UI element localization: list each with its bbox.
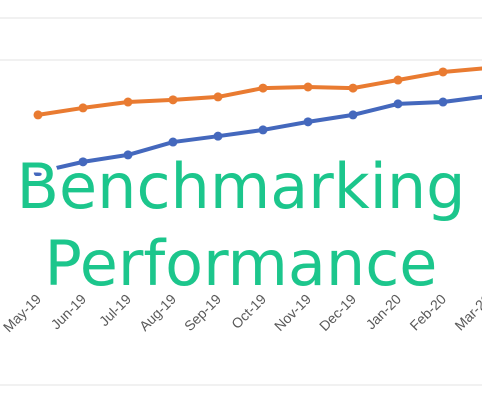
data-point xyxy=(78,103,88,113)
data-point xyxy=(168,137,178,147)
data-point xyxy=(303,82,313,92)
data-point xyxy=(438,97,448,107)
data-point xyxy=(348,83,358,93)
data-point xyxy=(393,99,403,109)
x-tick-label: May-19 xyxy=(0,291,44,335)
data-point xyxy=(168,95,178,105)
data-point xyxy=(258,83,268,93)
overlay-title: Benchmarking xyxy=(16,150,465,223)
grid xyxy=(0,17,482,386)
data-point xyxy=(393,75,403,85)
data-point xyxy=(78,157,88,167)
x-tick-label: Mar-20 xyxy=(451,291,482,334)
data-point xyxy=(348,110,358,120)
overlay-title: Performance xyxy=(45,227,438,300)
data-point xyxy=(33,167,43,177)
data-point xyxy=(258,125,268,135)
data-point xyxy=(438,67,448,77)
data-point xyxy=(213,92,223,102)
data-point xyxy=(123,97,133,107)
data-point xyxy=(213,131,223,141)
data-point xyxy=(303,117,313,127)
data-point xyxy=(33,110,43,120)
data-point xyxy=(123,150,133,160)
